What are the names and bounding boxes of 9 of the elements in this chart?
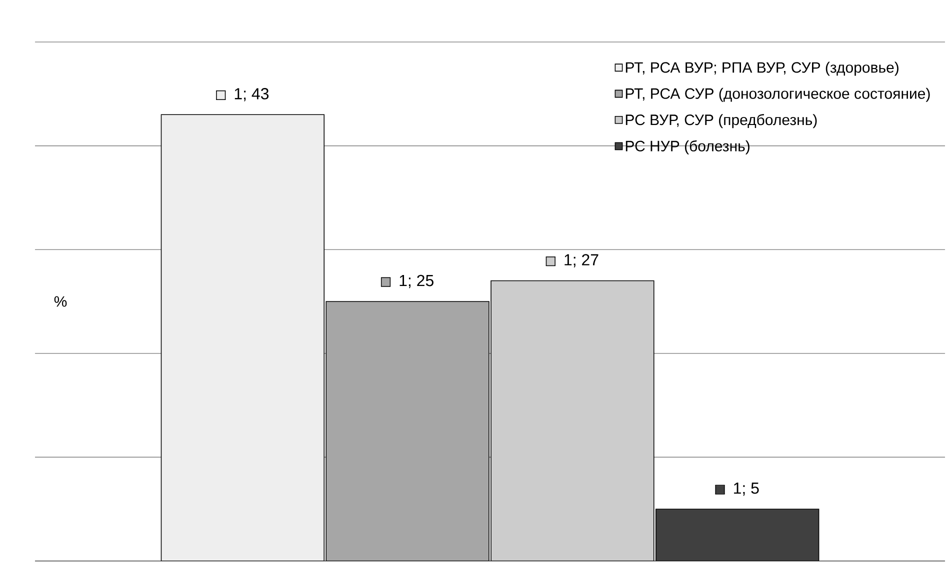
y-axis-title: % <box>54 296 67 307</box>
data-label: 1; 5 <box>734 482 759 496</box>
legend-label: РТ, РСА ВУР; РПА ВУР, СУР (здоровье) <box>626 62 898 76</box>
legend-label: РС НУР (болезнь) <box>626 140 750 154</box>
data-label: 1; 43 <box>234 88 269 102</box>
data-label: 1; 25 <box>400 274 434 288</box>
legend-label: РС ВУР, СУР (предболезнь) <box>626 114 817 128</box>
data-label: 1; 27 <box>564 254 598 268</box>
legend-label: РТ, РСА СУР (донозологическое состояние) <box>626 88 930 102</box>
